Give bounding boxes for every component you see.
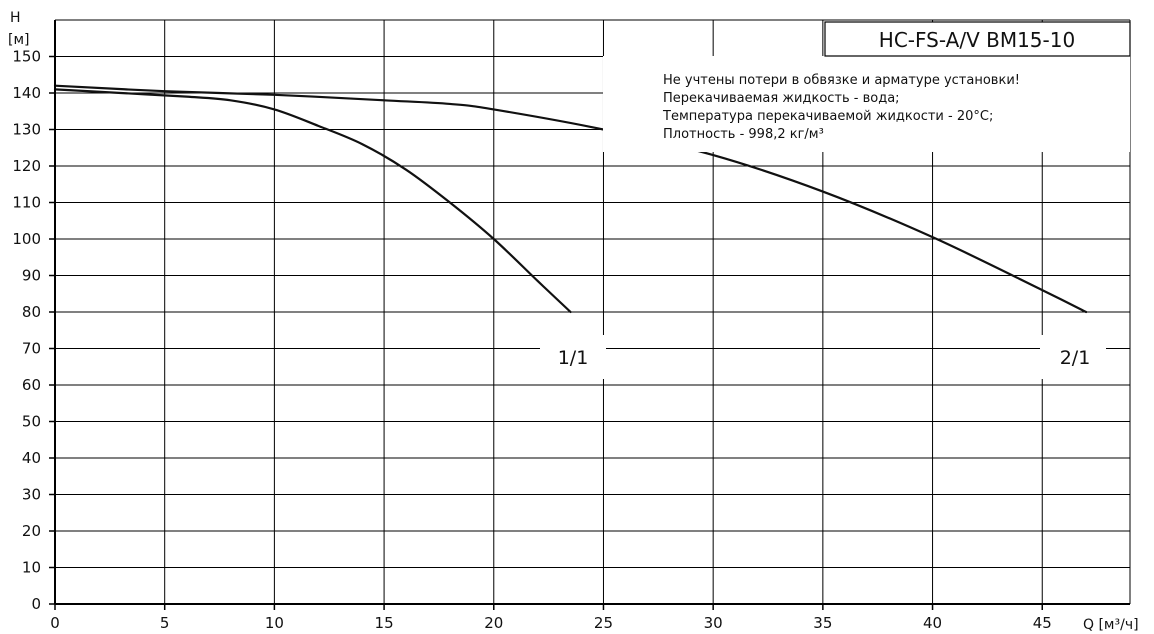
note-line-2: Перекачиваемая жидкость - вода; [663, 91, 900, 106]
y-tick-label-2: 20 [22, 522, 41, 540]
x-tick-label-7: 35 [813, 614, 832, 632]
y-axis-title-line2: [м] [8, 32, 30, 48]
y-tick-label-11: 110 [12, 194, 41, 212]
y-axis-title-line1: H [10, 10, 21, 26]
series-label-2: 2/1 [1060, 347, 1091, 369]
x-tick-label-6: 30 [704, 614, 723, 632]
x-tick-label-0: 0 [50, 614, 60, 632]
x-axis-title: Q [м³/ч] [1083, 617, 1139, 633]
x-tick-label-3: 15 [375, 614, 394, 632]
y-tick-label-8: 80 [22, 303, 41, 321]
y-tick-label-7: 70 [22, 340, 41, 358]
y-tick-label-9: 90 [22, 267, 41, 285]
y-tick-label-10: 100 [12, 230, 41, 248]
title-box [824, 21, 1131, 57]
series-line-2 [53, 84, 1088, 314]
x-tick-label-2: 10 [265, 614, 284, 632]
x-tick-label-1: 5 [160, 614, 170, 632]
y-tick-label-12: 120 [12, 157, 41, 175]
x-tick-label-8: 40 [923, 614, 942, 632]
tick-labels: 0 10 20 30 40 50 60 70 80 90 100 110 120 130 140 150 0 5 1… [12, 48, 1051, 633]
y-tick-label-15: 150 [12, 48, 41, 66]
y-tick-label-5: 50 [22, 413, 41, 431]
note-line-1: Не учтены потери в обвязке и арматуре ус… [663, 73, 1020, 88]
y-tick-label-0: 0 [31, 595, 41, 613]
series-label-2-mask [1040, 335, 1106, 379]
y-tick-label-6: 60 [22, 376, 41, 394]
series [53, 84, 1088, 314]
y-tick-label-14: 140 [12, 84, 41, 102]
x-tick-label-5: 25 [594, 614, 613, 632]
y-tick-label-3: 30 [22, 486, 41, 504]
x-tick-label-9: 45 [1033, 614, 1052, 632]
series-label-1-mask [540, 335, 606, 379]
note-line-3: Температура перекачиваемой жидкости - 20… [662, 109, 993, 124]
chart-title: HC-FS-A/V BM15-10 [879, 28, 1075, 52]
y-tick-label-4: 40 [22, 449, 41, 467]
series-line-1 [53, 88, 572, 314]
note-line-4: Плотность - 998,2 кг/м³ [663, 127, 824, 142]
x-tick-label-4: 20 [484, 614, 503, 632]
series-label-1: 1/1 [558, 347, 589, 369]
y-tick-label-13: 130 [12, 121, 41, 139]
notes-box [603, 56, 1130, 152]
y-tick-label-1: 10 [22, 559, 41, 577]
